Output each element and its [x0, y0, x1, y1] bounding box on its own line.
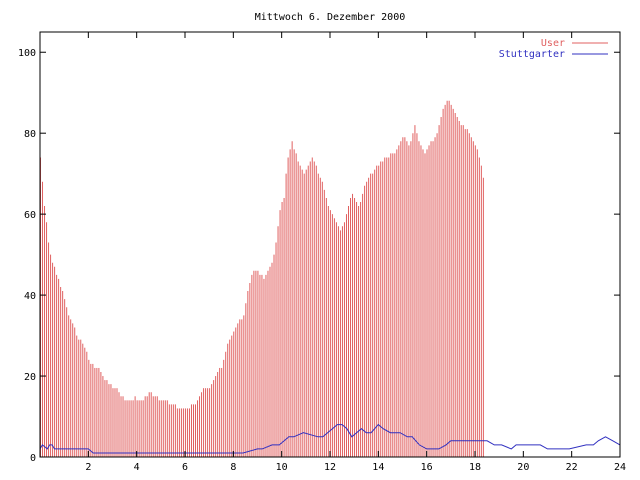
y-tick-label: 40 [24, 291, 36, 302]
y-tick-label: 80 [24, 129, 36, 140]
y-tick-label: 20 [24, 372, 36, 383]
x-tick-label: 10 [276, 462, 288, 473]
x-tick-label: 14 [372, 462, 384, 473]
x-tick-label: 12 [324, 462, 336, 473]
y-tick-label: 100 [18, 48, 36, 59]
x-tick-label: 8 [230, 462, 236, 473]
x-tick-label: 4 [134, 462, 140, 473]
x-tick-label: 16 [421, 462, 433, 473]
y-tick-label: 0 [30, 453, 36, 464]
y-tick-label: 60 [24, 210, 36, 221]
stuttgarter-line [39, 423, 621, 454]
x-tick-label: 18 [469, 462, 481, 473]
legend-stuttgarter-label: Stuttgarter [499, 49, 565, 60]
x-tick-label: 24 [614, 462, 626, 473]
legend-user-label: User [541, 38, 565, 49]
x-tick-label: 20 [517, 462, 529, 473]
chart-title: Mittwoch 6. Dezember 2000 [255, 12, 406, 23]
x-tick-label: 22 [566, 462, 578, 473]
user-bars [40, 100, 484, 457]
x-tick-label: 2 [85, 462, 91, 473]
x-tick-label: 6 [182, 462, 188, 473]
legend: User Stuttgarter [499, 38, 608, 60]
